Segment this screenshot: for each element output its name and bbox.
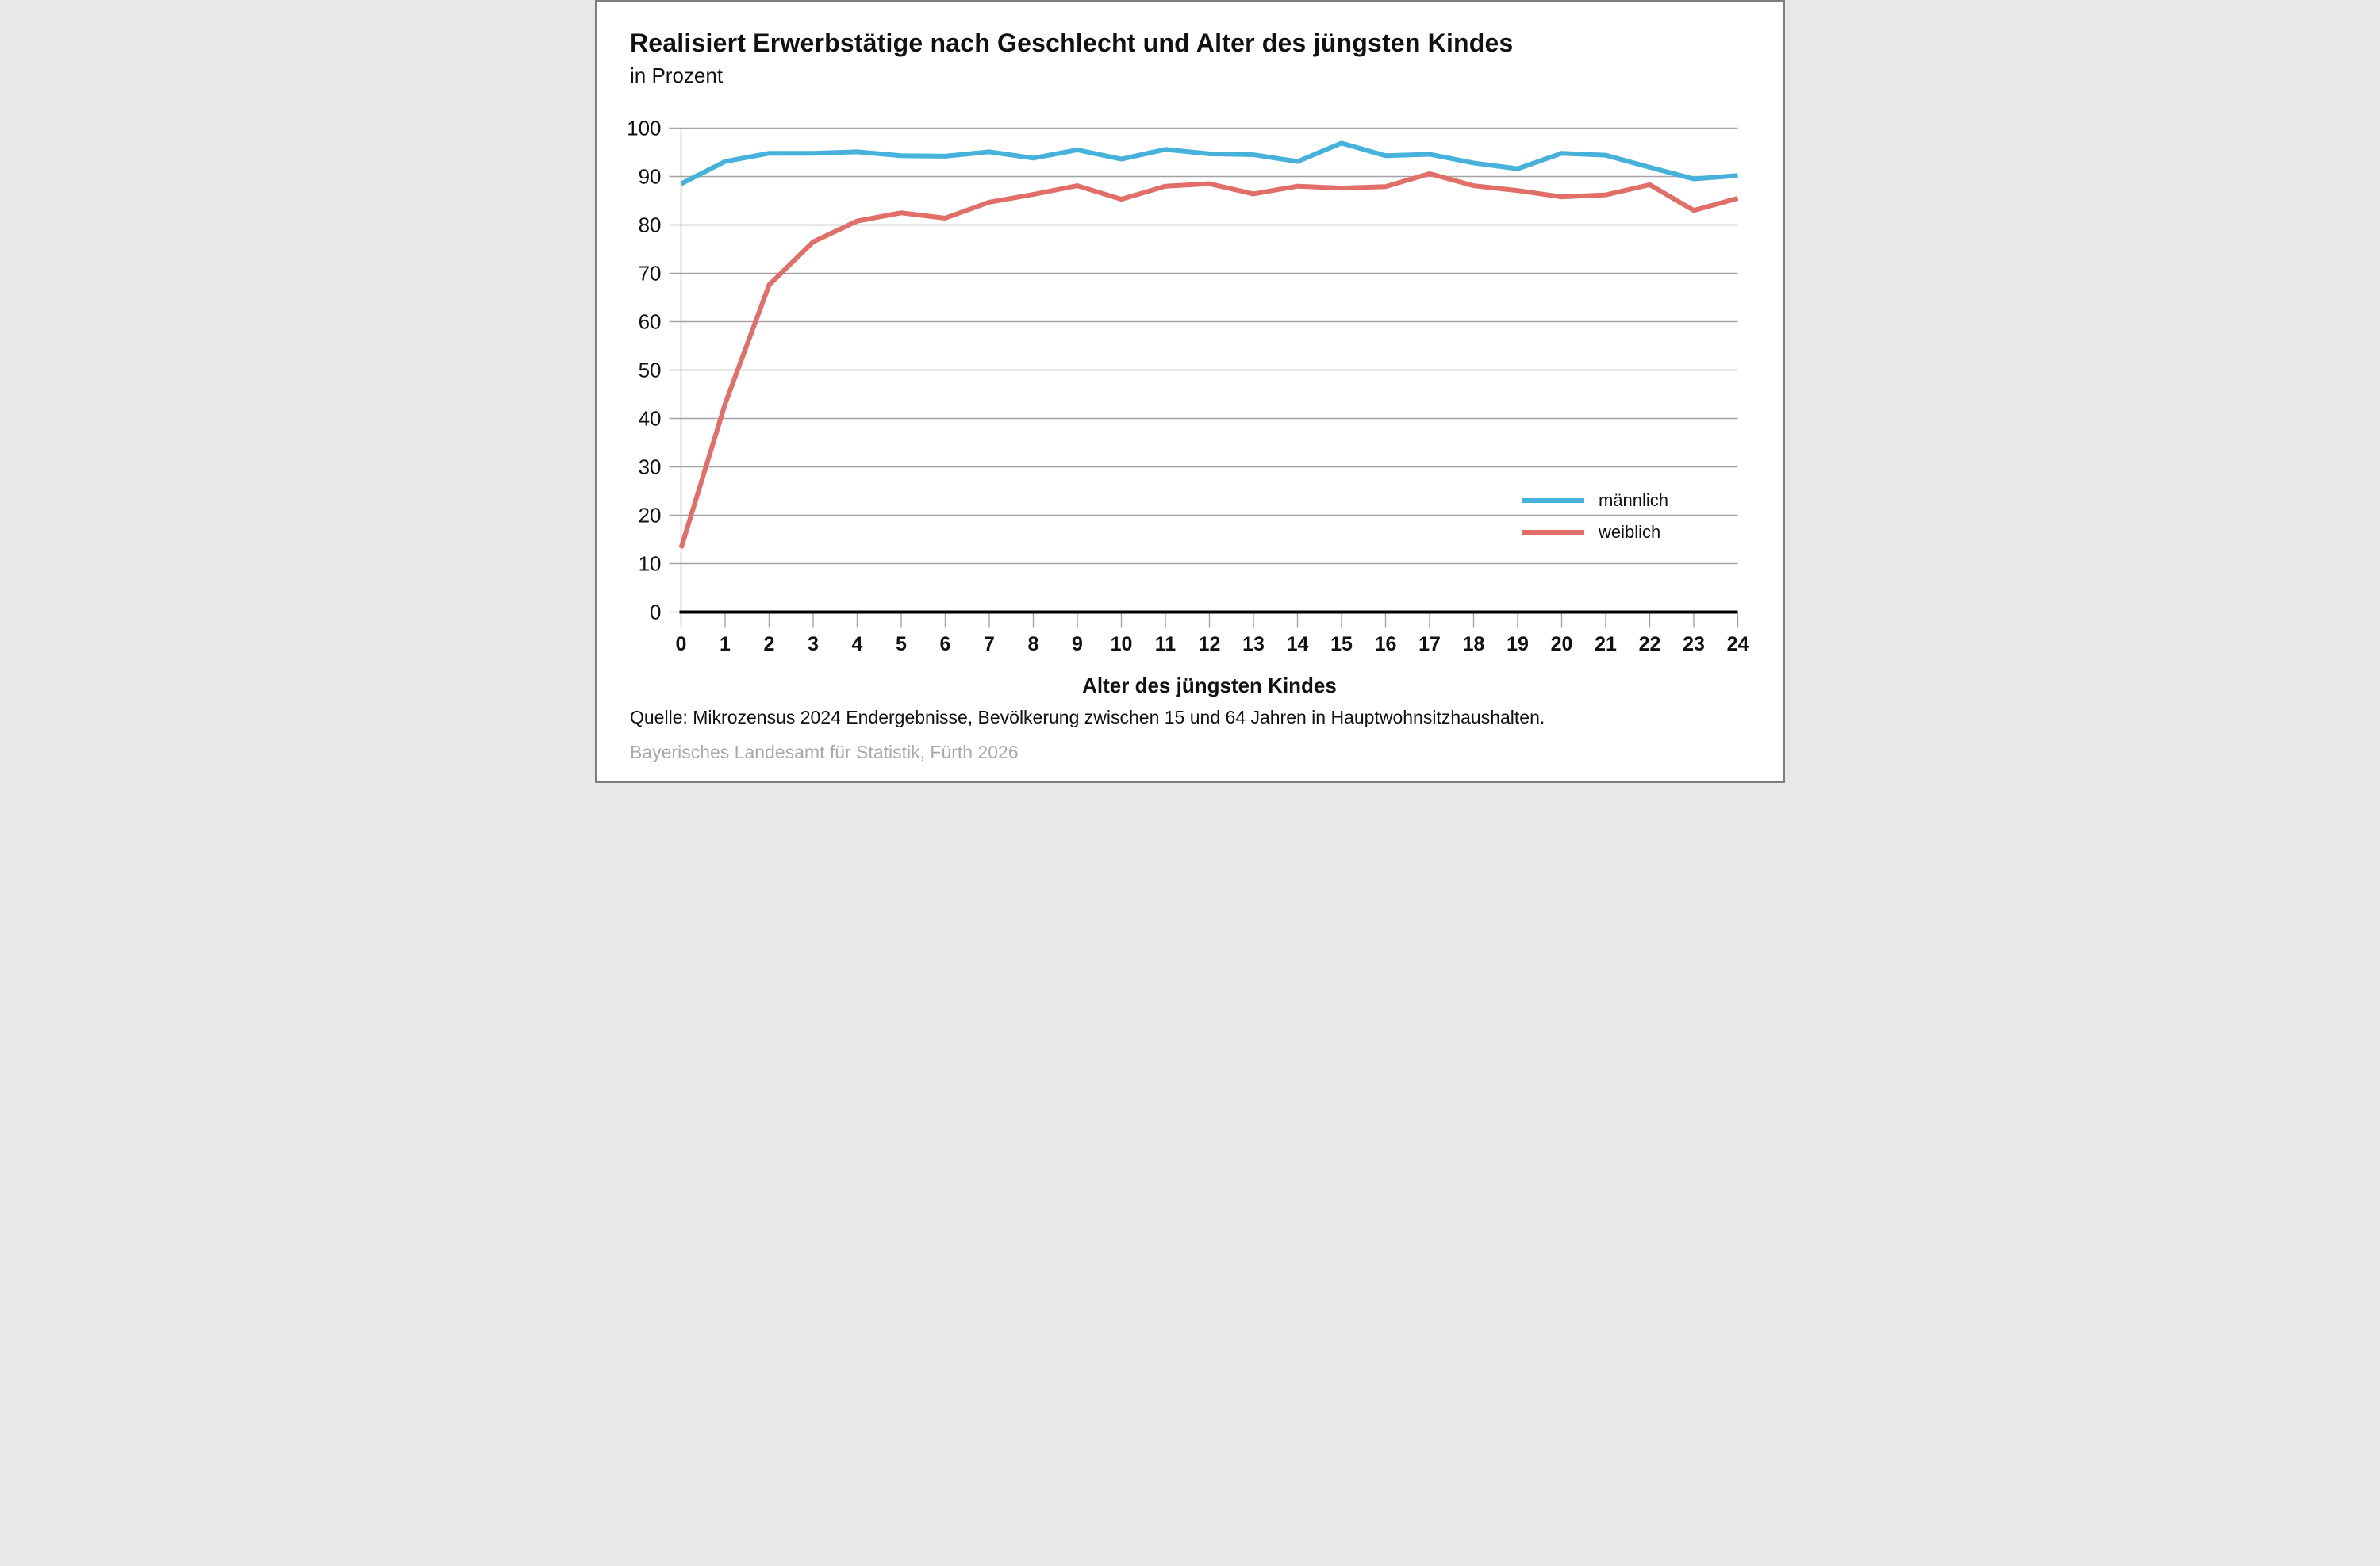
y-tick-label: 30 xyxy=(639,455,662,479)
x-tick-label: 5 xyxy=(896,633,907,655)
legend-label-maennlich: männlich xyxy=(1599,490,1669,510)
x-tick-label: 19 xyxy=(1507,633,1529,655)
x-tick-label: 0 xyxy=(676,633,687,655)
x-tick-label: 9 xyxy=(1072,633,1083,655)
chart-page: Realisiert Erwerbstätige nach Geschlecht… xyxy=(595,0,1785,783)
x-tick-label: 16 xyxy=(1375,633,1397,655)
source-note: Quelle: Mikrozensus 2024 Endergebnisse, … xyxy=(630,707,1545,727)
x-tick-label: 4 xyxy=(852,633,863,655)
y-tick-label: 0 xyxy=(650,601,661,624)
x-tick-label: 6 xyxy=(940,633,951,655)
y-tick-label: 70 xyxy=(639,262,662,286)
legend-swatch-weiblich-icon xyxy=(1522,530,1584,535)
chart-subtitle: in Prozent xyxy=(630,63,724,87)
x-tick-label: 7 xyxy=(984,633,995,655)
legend-item-maennlich: männlich xyxy=(1522,489,1668,512)
x-tick-label: 21 xyxy=(1595,633,1617,655)
y-tick-label: 90 xyxy=(639,165,662,189)
x-tick-label: 8 xyxy=(1028,633,1039,655)
x-axis-title: Alter des jüngsten Kindes xyxy=(1082,674,1337,697)
x-tick-label: 3 xyxy=(808,633,819,655)
chart-title: Realisiert Erwerbstätige nach Geschlecht… xyxy=(630,29,1514,57)
x-tick-label: 23 xyxy=(1683,633,1705,655)
series-line-weiblich xyxy=(678,171,1739,549)
x-tick-label: 15 xyxy=(1330,633,1353,655)
legend-label-weiblich: weiblich xyxy=(1599,522,1661,542)
y-tick-label: 10 xyxy=(639,552,662,576)
x-tick-label: 17 xyxy=(1418,633,1441,655)
y-tick-label: 50 xyxy=(639,359,662,382)
chart-legend: männlich weiblich xyxy=(1522,489,1668,543)
x-tick-label: 12 xyxy=(1199,633,1221,655)
x-tick-label: 11 xyxy=(1155,633,1177,655)
x-tick-label: 14 xyxy=(1287,633,1309,655)
publisher-note: Bayerisches Landesamt für Statistik, Für… xyxy=(630,742,1019,762)
x-tick-label: 2 xyxy=(764,633,775,655)
x-tick-label: 1 xyxy=(720,633,731,655)
x-tick-label: 13 xyxy=(1242,633,1265,655)
x-tick-label: 10 xyxy=(1111,633,1133,655)
y-tick-label: 60 xyxy=(639,310,662,334)
legend-swatch-maennlich-icon xyxy=(1522,498,1584,503)
y-tick-label: 80 xyxy=(639,213,662,237)
x-tick-label: 24 xyxy=(1727,633,1749,655)
series-line-männlich xyxy=(680,140,1738,186)
x-tick-label: 22 xyxy=(1639,633,1661,655)
y-tick-label: 100 xyxy=(627,117,661,140)
y-tick-label: 20 xyxy=(639,504,662,528)
y-tick-label: 40 xyxy=(639,407,662,431)
x-tick-label: 18 xyxy=(1463,633,1485,655)
legend-item-weiblich: weiblich xyxy=(1522,521,1668,543)
x-tick-label: 20 xyxy=(1551,633,1573,655)
